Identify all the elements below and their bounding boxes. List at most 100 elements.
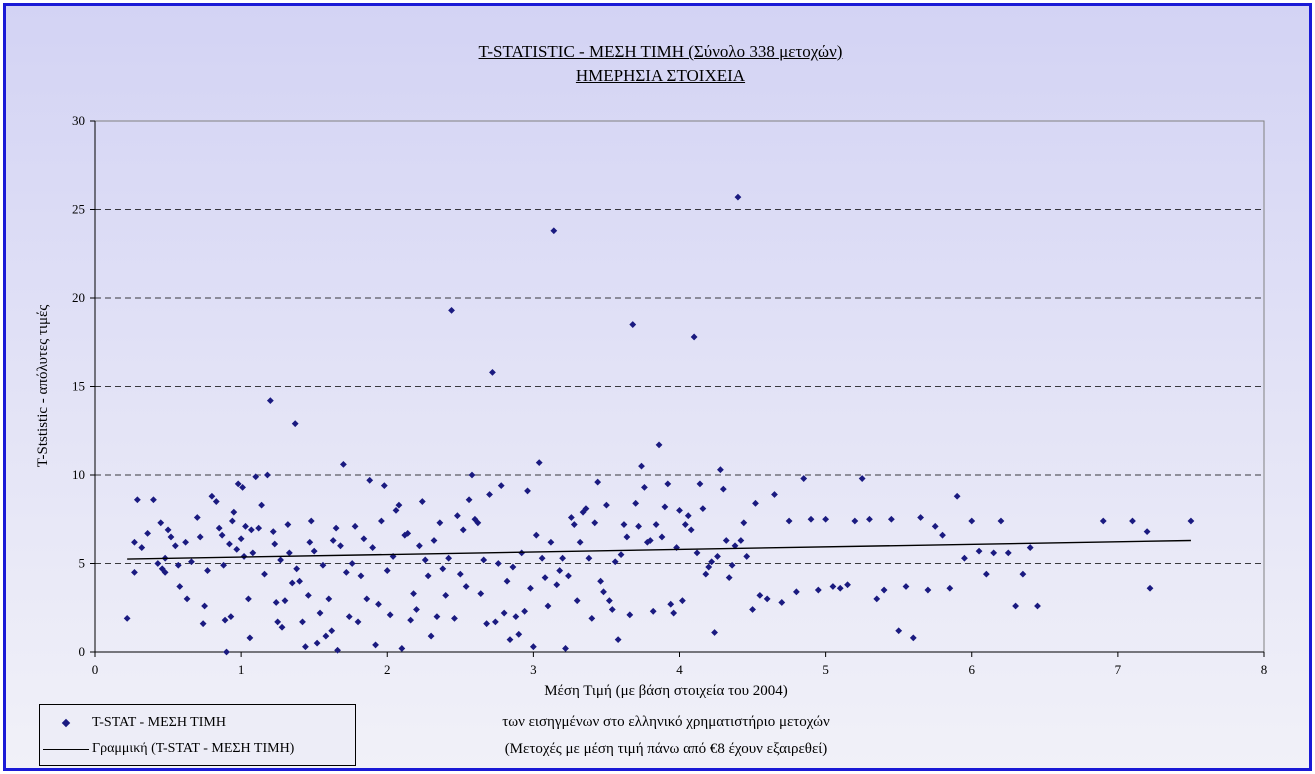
data-point xyxy=(271,540,279,548)
data-point xyxy=(565,572,572,580)
data-point xyxy=(731,542,739,550)
y-tick-label: 5 xyxy=(79,556,86,571)
data-point xyxy=(953,492,961,500)
x-tick-label: 4 xyxy=(676,662,683,677)
data-point xyxy=(829,583,837,590)
data-point xyxy=(743,553,751,560)
data-point xyxy=(272,599,280,606)
data-point xyxy=(325,595,333,603)
data-point xyxy=(646,537,654,544)
data-point xyxy=(266,397,274,405)
data-point xyxy=(345,613,353,620)
axes xyxy=(90,120,1265,657)
x-tick-label: 7 xyxy=(1115,662,1122,677)
data-point xyxy=(585,554,593,562)
data-point xyxy=(164,526,172,534)
data-point xyxy=(524,487,531,495)
data-point xyxy=(258,501,265,509)
data-point xyxy=(664,480,672,488)
data-point xyxy=(378,517,385,525)
data-point xyxy=(418,498,426,505)
data-point xyxy=(456,570,464,578)
data-point xyxy=(676,507,683,514)
data-point xyxy=(486,491,493,498)
data-point xyxy=(310,547,318,555)
data-point xyxy=(383,567,391,574)
data-point xyxy=(138,544,146,551)
data-point xyxy=(851,517,859,525)
data-point xyxy=(340,460,347,468)
grid-lines xyxy=(95,209,1264,564)
data-point xyxy=(332,524,340,532)
data-point xyxy=(717,466,724,474)
data-point xyxy=(570,521,578,528)
data-point xyxy=(1146,584,1154,592)
data-point xyxy=(641,483,648,491)
data-point xyxy=(497,482,505,490)
data-point xyxy=(306,538,314,546)
data-point xyxy=(687,526,695,534)
data-point xyxy=(550,227,558,235)
data-point xyxy=(909,634,917,642)
data-point xyxy=(491,618,499,626)
data-point xyxy=(793,588,800,596)
data-point xyxy=(997,517,1005,525)
data-point xyxy=(814,586,822,594)
data-point xyxy=(614,636,622,644)
data-point xyxy=(410,590,417,597)
data-point xyxy=(521,607,529,615)
data-point xyxy=(681,521,689,528)
data-point xyxy=(924,586,932,594)
data-point xyxy=(372,641,379,649)
data-point xyxy=(1004,549,1012,557)
chart-subtitle: ΗΜΕΡΗΣΙΑ ΣΤΟΙΧΕΙΑ xyxy=(575,66,746,85)
data-point xyxy=(702,570,710,578)
data-point xyxy=(123,614,131,622)
data-point xyxy=(679,597,686,605)
data-point xyxy=(424,572,432,580)
data-point xyxy=(459,526,467,534)
data-point xyxy=(902,583,910,590)
data-point xyxy=(623,533,631,541)
data-point xyxy=(556,567,564,574)
data-point xyxy=(740,519,748,527)
y-tick-labels: 0 5 10 15 20 25 30 xyxy=(72,113,85,659)
data-point xyxy=(655,441,663,449)
data-point xyxy=(171,542,179,550)
data-point xyxy=(693,549,701,557)
data-point xyxy=(249,549,257,557)
data-point xyxy=(608,606,616,613)
data-point xyxy=(778,599,786,606)
data-point xyxy=(284,521,292,528)
data-point xyxy=(756,591,764,599)
data-point xyxy=(395,501,403,509)
data-point xyxy=(708,558,716,566)
data-point xyxy=(705,563,713,571)
data-point xyxy=(836,584,844,592)
data-point xyxy=(392,507,400,514)
data-point xyxy=(316,609,324,617)
data-point xyxy=(131,568,138,576)
data-point xyxy=(221,616,229,624)
data-point xyxy=(363,595,371,603)
x-axis-label-line-3: (Μετοχές με μέση τιμή πάνω από €8 έχουν … xyxy=(504,741,828,757)
data-point xyxy=(500,609,508,617)
y-tick-label: 30 xyxy=(72,113,85,128)
data-point xyxy=(822,515,830,523)
data-point xyxy=(468,471,476,479)
x-axis-label-line-2: των εισηγμένων στο ελληνικό χρηματιστήρι… xyxy=(502,714,830,730)
line-marker-icon xyxy=(40,748,92,750)
chart-title: T-STATISTIC - ΜΕΣΗ ΤΙΜΗ (Σύνολο 338 μετο… xyxy=(478,42,843,61)
data-point xyxy=(1143,528,1151,536)
data-point xyxy=(442,591,450,599)
data-point xyxy=(661,503,669,511)
data-point xyxy=(975,547,983,555)
data-point xyxy=(626,611,634,619)
data-point xyxy=(328,627,336,635)
data-point xyxy=(329,537,337,544)
data-point xyxy=(684,512,692,520)
data-point xyxy=(474,519,482,527)
legend-item-trend: Γραμμική (T-STAT - ΜΕΣΗ ΤΙΜΗ) xyxy=(40,738,355,760)
data-point xyxy=(725,574,733,582)
data-point xyxy=(866,515,873,523)
